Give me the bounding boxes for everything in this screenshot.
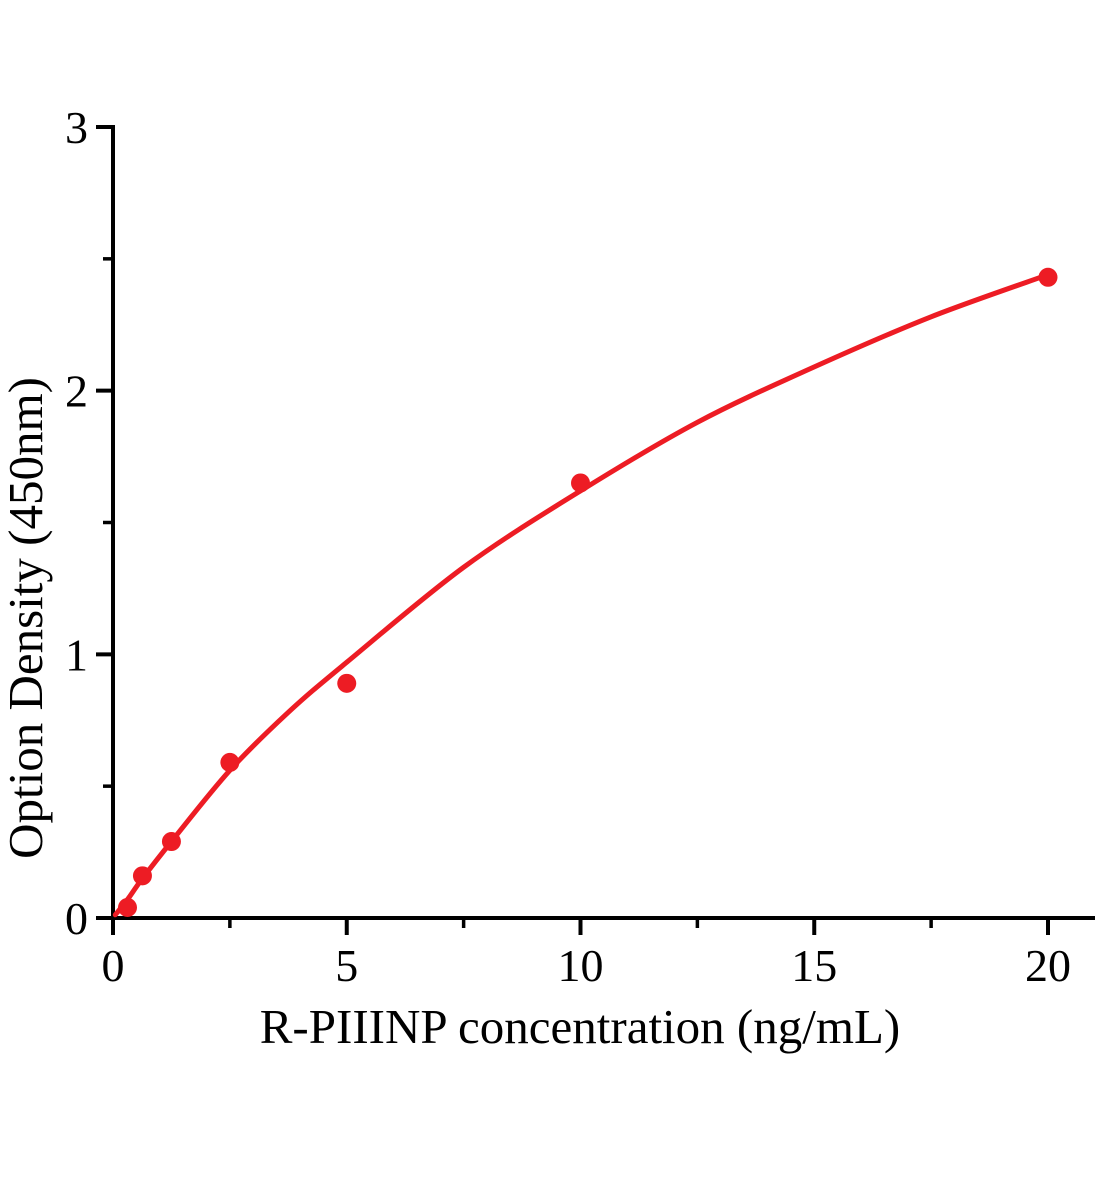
data-point	[132, 866, 152, 886]
x-axis-title: R-PIIINP concentration (ng/mL)	[260, 999, 900, 1054]
data-point	[1038, 267, 1058, 287]
y-tick-label: 3	[65, 102, 88, 153]
data-point	[117, 897, 137, 917]
x-tick-label: 20	[1025, 940, 1071, 991]
data-point	[337, 673, 357, 693]
x-tick-label: 15	[791, 940, 837, 991]
y-tick-label: 1	[65, 629, 88, 680]
series-layer	[112, 267, 1058, 918]
y-tick-label: 2	[65, 366, 88, 417]
x-tick-label: 5	[335, 940, 358, 991]
data-point	[571, 473, 590, 493]
data-point	[161, 832, 181, 852]
data-point	[220, 752, 240, 772]
y-axis-title: Option Density (450nm)	[0, 377, 53, 859]
fitted-curve-path	[112, 272, 1051, 918]
axes-layer	[96, 124, 1095, 935]
tick-label-layer: 0 5 10 15 20 0 1 2 3	[65, 102, 1071, 991]
x-tick-label: 0	[102, 940, 125, 991]
y-tick-label: 0	[65, 893, 88, 944]
x-tick-label: 10	[558, 940, 604, 991]
